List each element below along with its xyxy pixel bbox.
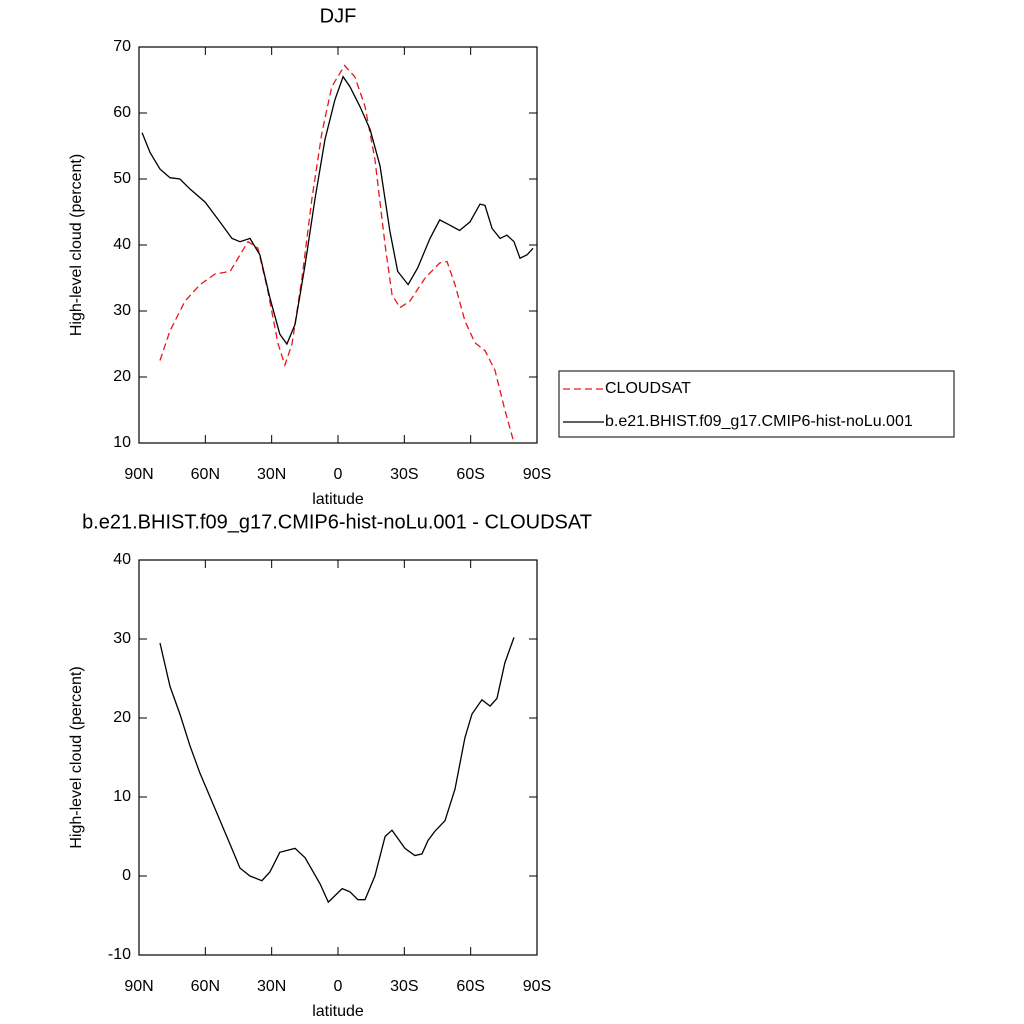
- y-tick-label: 0: [122, 867, 131, 884]
- data-line: [141, 75, 534, 346]
- y-tick-label: 30: [113, 630, 131, 647]
- x-tick-label: 90N: [124, 978, 153, 995]
- y-tick-label: 40: [113, 551, 131, 568]
- legend-label: b.e21.BHIST.f09_g17.CMIP6-hist-noLu.001: [605, 413, 913, 430]
- x-tick-label: 90N: [124, 466, 153, 483]
- x-tick-label: 0: [334, 466, 343, 483]
- y-tick-label: 10: [113, 434, 131, 451]
- y-axis-label: High-level cloud (percent): [68, 666, 85, 848]
- y-tick-label: 30: [113, 302, 131, 319]
- x-axis-label: latitude: [312, 1003, 364, 1020]
- x-tick-label: 30S: [390, 978, 418, 995]
- plot-frame: [138, 46, 538, 444]
- chart-title: DJF: [320, 5, 357, 27]
- y-tick-label: 60: [113, 104, 131, 121]
- y-tick-label: 10: [113, 788, 131, 805]
- data-line: [159, 64, 515, 444]
- x-tick-label: 60S: [456, 466, 484, 483]
- x-tick-label: 30N: [257, 978, 286, 995]
- plot-frame: [138, 559, 538, 956]
- y-tick-label: -10: [108, 946, 131, 963]
- x-tick-label: 60S: [456, 978, 484, 995]
- x-tick-label: 30N: [257, 466, 286, 483]
- legend-box: [558, 370, 955, 438]
- data-line: [159, 637, 515, 904]
- y-tick-label: 40: [113, 236, 131, 253]
- y-tick-label: 20: [113, 368, 131, 385]
- y-axis-label: High-level cloud (percent): [68, 154, 85, 336]
- x-tick-label: 0: [334, 978, 343, 995]
- x-tick-label: 90S: [523, 466, 551, 483]
- chart-title: b.e21.BHIST.f09_g17.CMIP6-hist-noLu.001 …: [82, 511, 592, 533]
- y-tick-label: 20: [113, 709, 131, 726]
- x-tick-label: 60N: [191, 978, 220, 995]
- x-axis-label: latitude: [312, 491, 364, 508]
- x-tick-label: 30S: [390, 466, 418, 483]
- x-tick-label: 90S: [523, 978, 551, 995]
- legend-label: CLOUDSAT: [605, 380, 691, 397]
- x-tick-label: 60N: [191, 466, 220, 483]
- y-tick-label: 70: [113, 38, 131, 55]
- y-tick-label: 50: [113, 170, 131, 187]
